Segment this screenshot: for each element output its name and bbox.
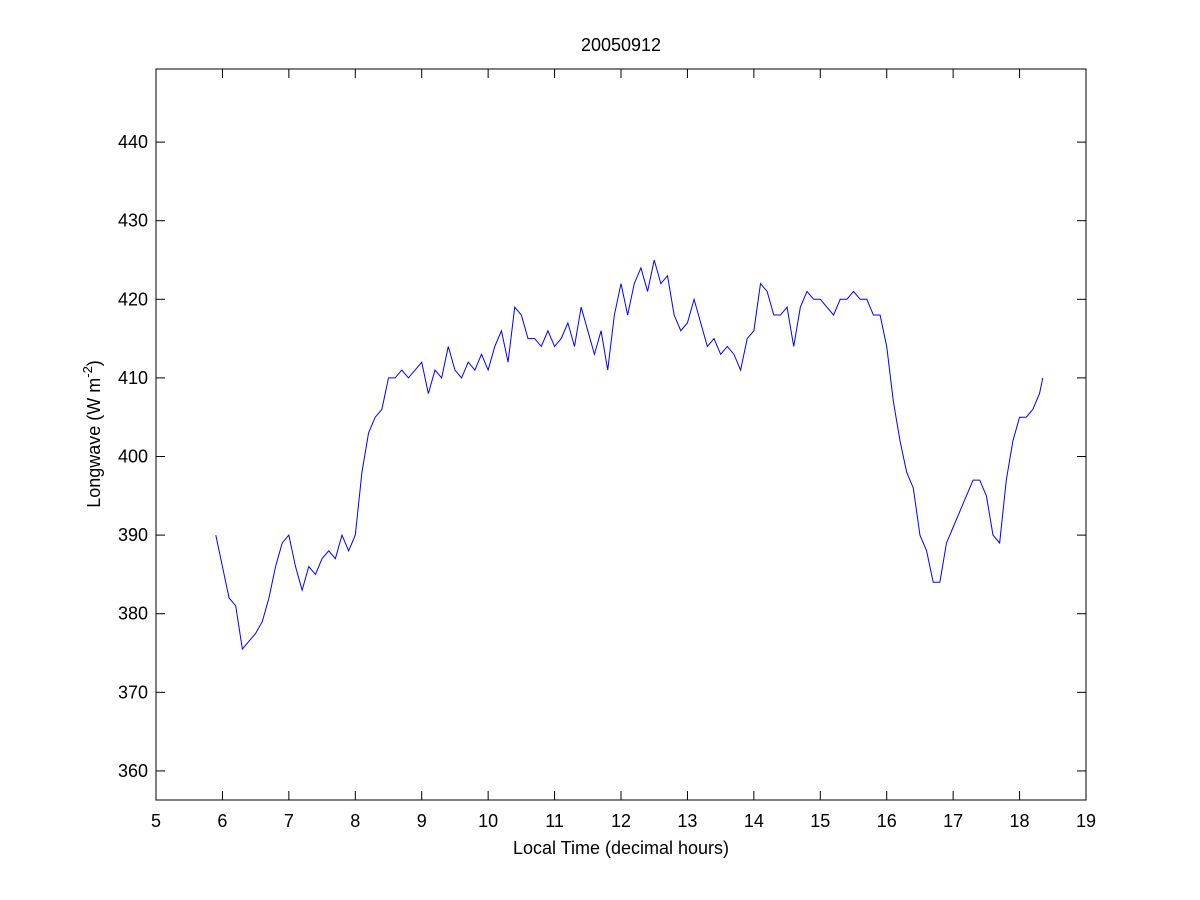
x-tick-label: 5 [151, 811, 161, 831]
y-tick-label: 380 [118, 604, 148, 624]
y-tick-label: 400 [118, 447, 148, 467]
x-tick-label: 15 [810, 811, 830, 831]
x-tick-label: 7 [284, 811, 294, 831]
data-line [215, 259, 1044, 651]
x-tick-label: 6 [217, 811, 227, 831]
x-axis-label: Local Time (decimal hours) [513, 838, 729, 858]
x-tick-label: 12 [611, 811, 631, 831]
y-tick-label: 440 [118, 132, 148, 152]
x-tick-label: 19 [1076, 811, 1096, 831]
y-tick-label: 410 [118, 368, 148, 388]
y-tick-label: 370 [118, 682, 148, 702]
x-tick-label: 18 [1010, 811, 1030, 831]
y-axis-label: Longwave (W m-2) [80, 360, 104, 508]
x-tick-label: 8 [350, 811, 360, 831]
y-tick-label: 430 [118, 211, 148, 231]
x-tick-label: 16 [877, 811, 897, 831]
x-tick-label: 9 [417, 811, 427, 831]
y-label-text: Longwave (W m [84, 378, 104, 508]
y-label-sup: -2 [80, 366, 95, 378]
x-tick-label: 14 [744, 811, 764, 831]
y-tick-label: 360 [118, 761, 148, 781]
chart-title: 20050912 [581, 35, 661, 55]
y-tick-label: 420 [118, 289, 148, 309]
x-tick-label: 10 [478, 811, 498, 831]
y-tick-label: 390 [118, 525, 148, 545]
y-label-after: ) [84, 360, 104, 366]
x-tick-label: 11 [545, 811, 564, 831]
x-tick-label: 17 [943, 811, 963, 831]
x-tick-label: 13 [677, 811, 697, 831]
